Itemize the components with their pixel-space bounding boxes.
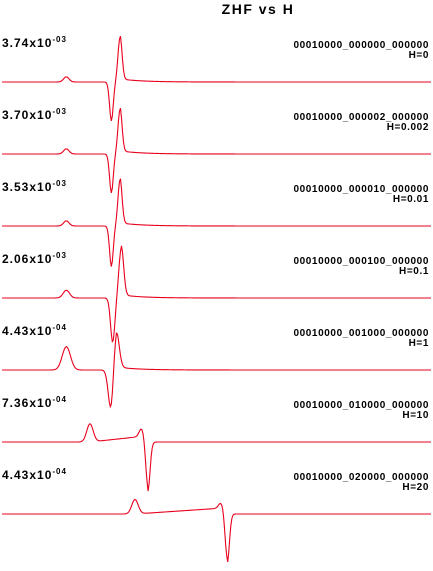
series-name: 00010000_000100_000000 <box>293 256 429 267</box>
series-name: 00010000_020000_000000 <box>293 472 429 483</box>
series-param: H=0 <box>409 50 429 61</box>
series-name: 00010000_000010_000000 <box>293 184 429 195</box>
series-line <box>2 107 431 194</box>
series-param: H=0.1 <box>399 266 429 277</box>
series-name: 00010000_001000_000000 <box>293 328 429 339</box>
series-param: H=10 <box>402 410 429 421</box>
series-param: H=0.01 <box>393 194 429 205</box>
scale-label: 3.74x10-03 <box>2 35 67 50</box>
series-line <box>2 423 431 492</box>
scale-label: 3.70x10-03 <box>2 107 67 122</box>
scale-label: 4.43x10-04 <box>2 323 67 338</box>
series-name: 00010000_010000_000000 <box>293 400 429 411</box>
series-param: H=20 <box>402 482 429 493</box>
series-line <box>2 245 431 344</box>
series-line <box>2 178 431 267</box>
series-line <box>2 332 431 409</box>
series-name: 00010000_000002_000000 <box>293 112 429 123</box>
scale-label: 7.36x10-04 <box>2 395 67 410</box>
scale-label: 4.43x10-04 <box>2 467 67 482</box>
scale-label: 2.06x10-03 <box>2 251 67 266</box>
series-line <box>2 498 431 563</box>
series-line <box>2 35 431 122</box>
series-name: 00010000_000000_000000 <box>293 40 429 51</box>
series-param: H=0.002 <box>387 122 429 133</box>
series-param: H=1 <box>409 338 429 349</box>
chart-title: ZHF vs H <box>222 1 295 17</box>
scale-label: 3.53x10-03 <box>2 179 67 194</box>
